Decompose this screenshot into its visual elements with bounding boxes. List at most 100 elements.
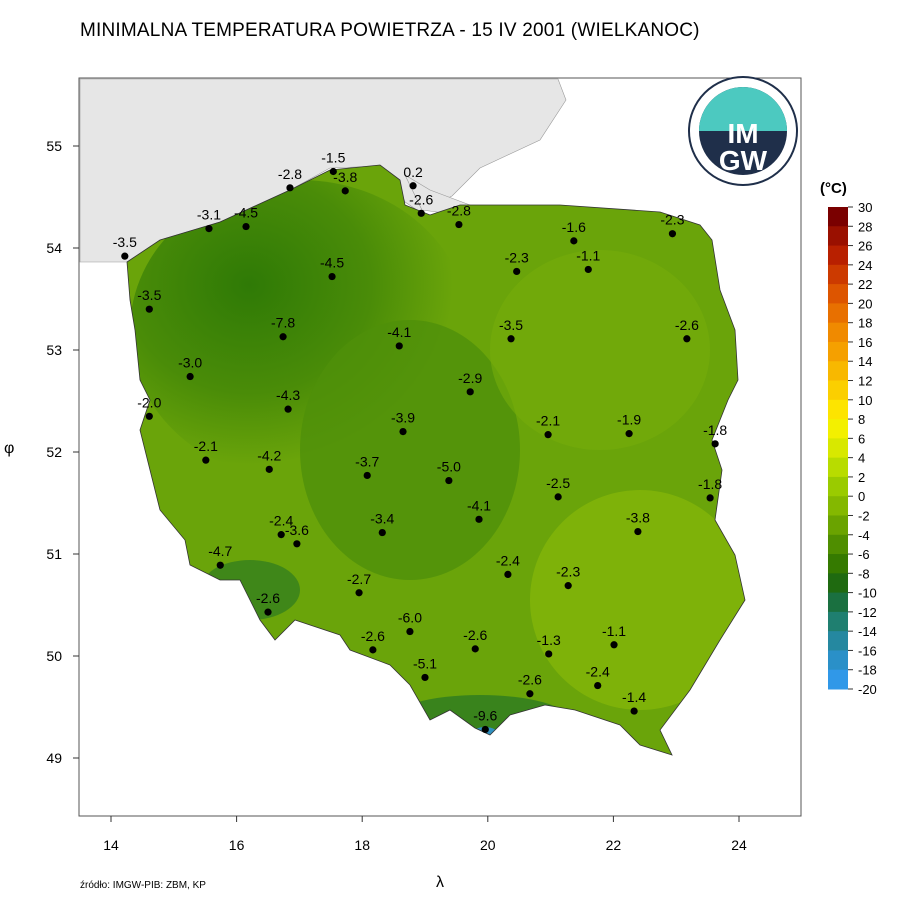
station-marker[interactable]: -2.5 xyxy=(546,475,570,501)
station-marker[interactable]: -2.8 xyxy=(278,166,302,192)
station-dot xyxy=(145,305,153,313)
station-marker[interactable]: -4.5 xyxy=(320,255,344,281)
station-marker[interactable]: -3.7 xyxy=(355,453,379,480)
station-dot xyxy=(526,690,534,698)
station-marker[interactable]: -7.8 xyxy=(271,315,295,341)
stations-layer: -3.5-3.5-3.1 -4.5-2.8-1.5-3.8 0.2-2.6-2.8-… xyxy=(113,150,727,734)
station-marker[interactable]: -2.7 xyxy=(347,571,371,597)
station-marker[interactable]: -4.5 xyxy=(234,205,258,231)
station-marker[interactable]: -3.9 xyxy=(391,410,415,436)
station-marker[interactable]: -2.6 xyxy=(409,191,434,217)
station-marker[interactable]: -3.8 xyxy=(626,510,650,536)
station-dot xyxy=(445,476,453,485)
colorbar-swatch xyxy=(828,361,848,382)
station-dot xyxy=(507,335,515,343)
station-marker[interactable]: -1.6 xyxy=(562,219,586,245)
station-marker[interactable]: -4.1 xyxy=(467,497,491,523)
station-value: -2.8 xyxy=(447,203,471,219)
station-dot xyxy=(594,681,602,690)
station-marker[interactable]: -2.6 xyxy=(463,627,488,653)
station-marker[interactable]: -2.3 xyxy=(556,564,580,590)
station-marker[interactable]: -1.1 xyxy=(602,623,626,649)
station-marker[interactable]: -3.0 xyxy=(178,355,202,381)
station-marker[interactable]: -2.6 xyxy=(361,628,385,654)
station-marker[interactable]: -2.6 xyxy=(518,672,542,698)
colorbar-tick-label: 28 xyxy=(858,219,872,234)
station-marker[interactable]: -3.4 xyxy=(370,511,395,537)
colorbar-swatch xyxy=(828,226,848,247)
station-dot xyxy=(706,494,714,502)
station-value: -2.5 xyxy=(546,475,570,491)
station-marker[interactable]: -2.8 xyxy=(447,203,471,229)
station-marker[interactable]: -5.0 xyxy=(437,459,461,485)
station-marker[interactable]: -5.1 xyxy=(413,655,437,682)
station-marker[interactable]: -2.3 xyxy=(505,249,529,276)
station-dot xyxy=(564,582,572,590)
colorbar-swatch xyxy=(828,515,848,536)
source-note: źródło: IMGW-PIB: ZBM, KP xyxy=(80,880,206,891)
station-marker[interactable]: -9.6 xyxy=(473,707,498,734)
station-marker[interactable]: -1.3 xyxy=(537,632,561,658)
station-marker[interactable]: -2.6 xyxy=(675,317,699,343)
station-marker[interactable]: -1.9 xyxy=(617,412,641,438)
station-marker[interactable]: -4.7 xyxy=(208,543,233,569)
station-marker[interactable]: -3.6 xyxy=(285,522,309,548)
station-marker[interactable]: -1.8 xyxy=(698,476,722,502)
y-tick-label: 49 xyxy=(46,750,62,766)
station-dot xyxy=(455,220,463,229)
station-marker[interactable]: -1.1 xyxy=(576,247,601,274)
station-dot xyxy=(554,493,562,501)
station-marker[interactable]: -1.4 xyxy=(622,689,646,715)
station-value: -6.0 xyxy=(398,610,422,626)
station-value: -1.4 xyxy=(622,689,646,705)
colorbar-swatch xyxy=(828,264,848,285)
station-value: -3.0 xyxy=(178,355,202,371)
y-tick-label: 51 xyxy=(46,546,62,562)
station-value: -2.3 xyxy=(660,212,684,228)
station-value: -2.3 xyxy=(505,249,529,265)
station-value: -3.1 xyxy=(197,207,221,223)
colorbar-tick-label: 10 xyxy=(858,393,872,408)
y-axis-label: φ xyxy=(4,440,15,457)
station-marker[interactable]: -1.8 xyxy=(703,422,727,448)
colorbar-tick-label: 12 xyxy=(858,374,872,389)
station-dot xyxy=(471,645,479,653)
station-marker[interactable]: -2.4 xyxy=(496,552,520,579)
station-marker[interactable]: -6.0 xyxy=(398,610,422,636)
station-marker[interactable]: -2.4 xyxy=(269,513,293,539)
station-marker[interactable]: -3.5 xyxy=(137,287,162,313)
station-marker[interactable]: -2.3 xyxy=(660,212,685,238)
colorbar-tick-label: -18 xyxy=(858,663,877,678)
station-marker[interactable]: -2.9 xyxy=(458,370,482,396)
station-value: -2.6 xyxy=(361,628,385,644)
colorbar-tick-label: 8 xyxy=(858,412,865,427)
station-marker[interactable]: -4.3 xyxy=(276,387,300,413)
station-marker[interactable]: 0.2 xyxy=(403,164,423,190)
colorbar-swatch xyxy=(828,380,848,401)
station-value: -5.1 xyxy=(413,655,437,671)
station-marker[interactable]: -3.5 xyxy=(113,234,137,260)
station-marker[interactable]: -2.1 xyxy=(194,438,218,464)
x-tick-label: 20 xyxy=(480,837,496,853)
colorbar-swatch xyxy=(828,554,848,574)
station-dot xyxy=(417,209,425,217)
colorbar-tick-label: 6 xyxy=(858,431,865,446)
station-value: -2.6 xyxy=(675,317,699,333)
station-value: -3.5 xyxy=(113,234,137,250)
station-marker[interactable]: -3.8 xyxy=(333,169,358,195)
colorbar-tick-label: 16 xyxy=(858,335,872,350)
station-marker[interactable]: -2.0 xyxy=(137,394,162,420)
station-marker[interactable]: -3.5 xyxy=(499,317,523,343)
station-marker[interactable]: -2.1 xyxy=(536,413,560,439)
station-marker[interactable]: -2.4 xyxy=(586,664,610,690)
station-marker[interactable]: -2.6 xyxy=(256,590,280,616)
colorbar-tick-label: -4 xyxy=(858,528,870,543)
station-marker[interactable]: -1.5 xyxy=(321,150,346,176)
colorbar-tick-label: 0 xyxy=(858,489,865,504)
station-marker[interactable]: -3.1 xyxy=(197,207,221,233)
station-dot xyxy=(406,627,414,636)
station-marker[interactable]: -4.2 xyxy=(257,447,282,473)
station-marker[interactable]: -4.1 xyxy=(387,324,412,350)
station-dot xyxy=(421,673,429,682)
